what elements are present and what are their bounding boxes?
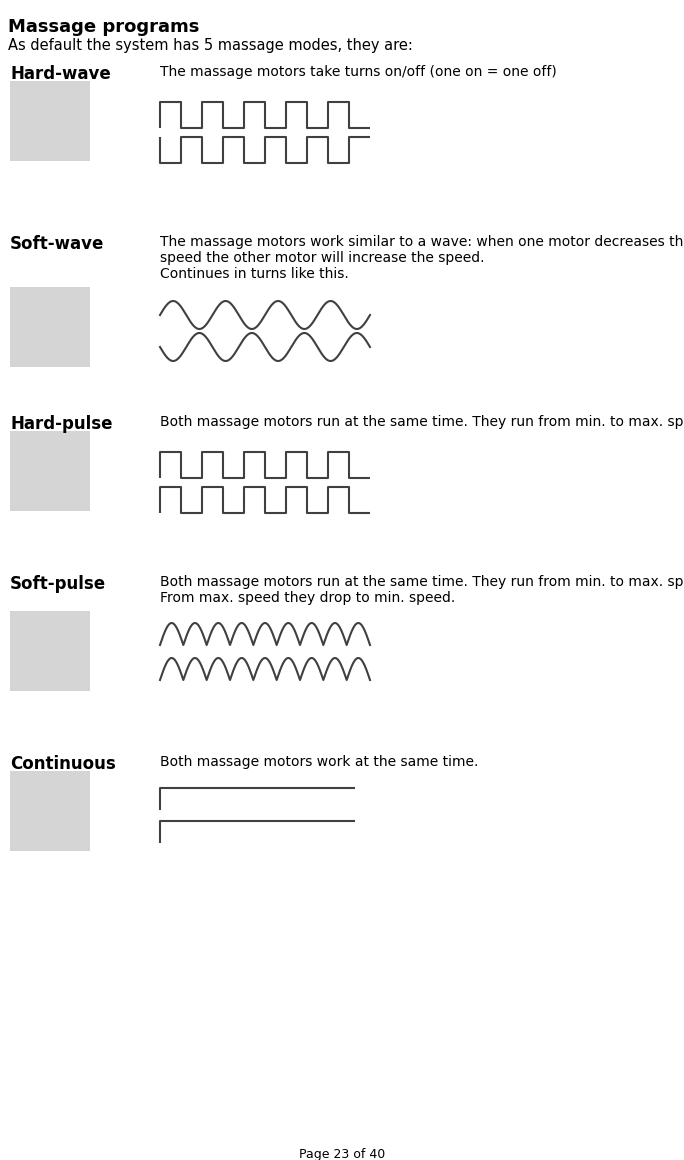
Text: As default the system has 5 massage modes, they are:: As default the system has 5 massage mode… — [8, 38, 413, 53]
Text: The massage motors work similar to a wave: when one motor decreases the: The massage motors work similar to a wav… — [160, 235, 684, 249]
Text: From max. speed they drop to min. speed.: From max. speed they drop to min. speed. — [160, 590, 456, 606]
Text: Continuous: Continuous — [10, 755, 116, 773]
Text: The massage motors take turns on/off (one on = one off): The massage motors take turns on/off (on… — [160, 65, 557, 79]
Text: Soft-wave: Soft-wave — [10, 235, 105, 253]
Text: Massage programs: Massage programs — [8, 19, 199, 36]
Text: Continues in turns like this.: Continues in turns like this. — [160, 267, 349, 281]
Text: Hard-pulse: Hard-pulse — [10, 415, 112, 433]
Bar — [10, 81, 90, 161]
Bar — [10, 287, 90, 367]
Bar — [10, 432, 90, 512]
Text: Both massage motors run at the same time. They run from min. to max. speed.: Both massage motors run at the same time… — [160, 415, 684, 429]
Text: Hard-wave: Hard-wave — [10, 65, 111, 84]
Text: Both massage motors work at the same time.: Both massage motors work at the same tim… — [160, 755, 478, 769]
Text: Page 23 of 40: Page 23 of 40 — [299, 1148, 385, 1160]
Text: speed the other motor will increase the speed.: speed the other motor will increase the … — [160, 251, 484, 264]
Bar — [10, 611, 90, 691]
Text: Soft-pulse: Soft-pulse — [10, 575, 106, 593]
Bar — [10, 771, 90, 851]
Text: Both massage motors run at the same time. They run from min. to max. speed.: Both massage motors run at the same time… — [160, 575, 684, 589]
